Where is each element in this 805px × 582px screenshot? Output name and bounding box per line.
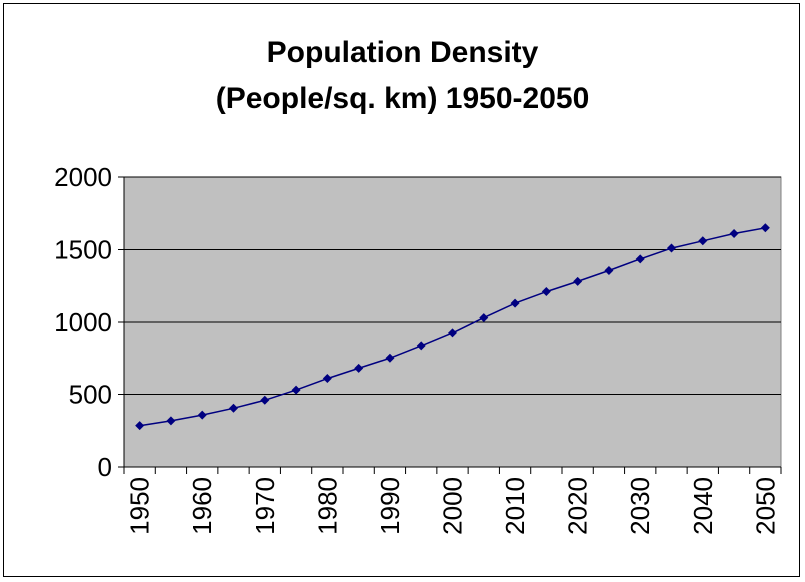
data-point-2025 [604,266,614,276]
chart-title: Population Density [266,36,539,69]
data-point-2015 [541,287,551,297]
x-tick-label-2050: 2050 [750,477,780,535]
y-tick-label-2000: 2000 [54,162,112,192]
y-tick-label-0: 0 [98,452,112,482]
data-point-2000 [448,328,457,338]
data-point-2020 [573,276,583,286]
data-point-1985 [354,363,364,373]
data-point-1960 [197,410,207,420]
data-point-2010 [510,298,520,308]
chart-title-block: Population Density (People/sq. km) 1950-… [0,30,805,122]
y-tick-label-1000: 1000 [54,307,112,337]
x-tick-label-1960: 1960 [187,477,217,535]
x-tick-label-2040: 2040 [688,477,718,535]
chart-subtitle: (People/sq. km) 1950-2050 [215,82,590,115]
data-point-2005 [479,313,489,323]
data-point-2045 [729,229,739,239]
x-tick-label-1970: 1970 [250,477,280,535]
x-tick-label-1980: 1980 [312,477,342,535]
data-point-2040 [698,236,708,246]
data-point-2030 [635,254,645,264]
data-point-1990 [385,353,395,363]
data-point-1950 [135,421,145,431]
data-point-1955 [166,416,176,426]
y-tick-label-500: 500 [69,380,112,410]
x-tick-label-1990: 1990 [375,477,405,535]
data-point-1995 [416,341,426,351]
data-point-2050 [760,223,770,233]
x-tick-label-2000: 2000 [438,477,468,535]
data-point-2035 [667,243,676,253]
data-point-1970 [260,395,270,405]
y-tick-label-1500: 1500 [54,235,112,265]
x-tick-label-2030: 2030 [625,477,655,535]
x-tick-label-1950: 1950 [125,477,155,535]
x-tick-label-2020: 2020 [563,477,593,535]
data-point-1975 [291,385,301,395]
data-point-1980 [322,374,332,384]
x-tick-label-2010: 2010 [500,477,530,535]
data-point-1965 [229,403,238,413]
